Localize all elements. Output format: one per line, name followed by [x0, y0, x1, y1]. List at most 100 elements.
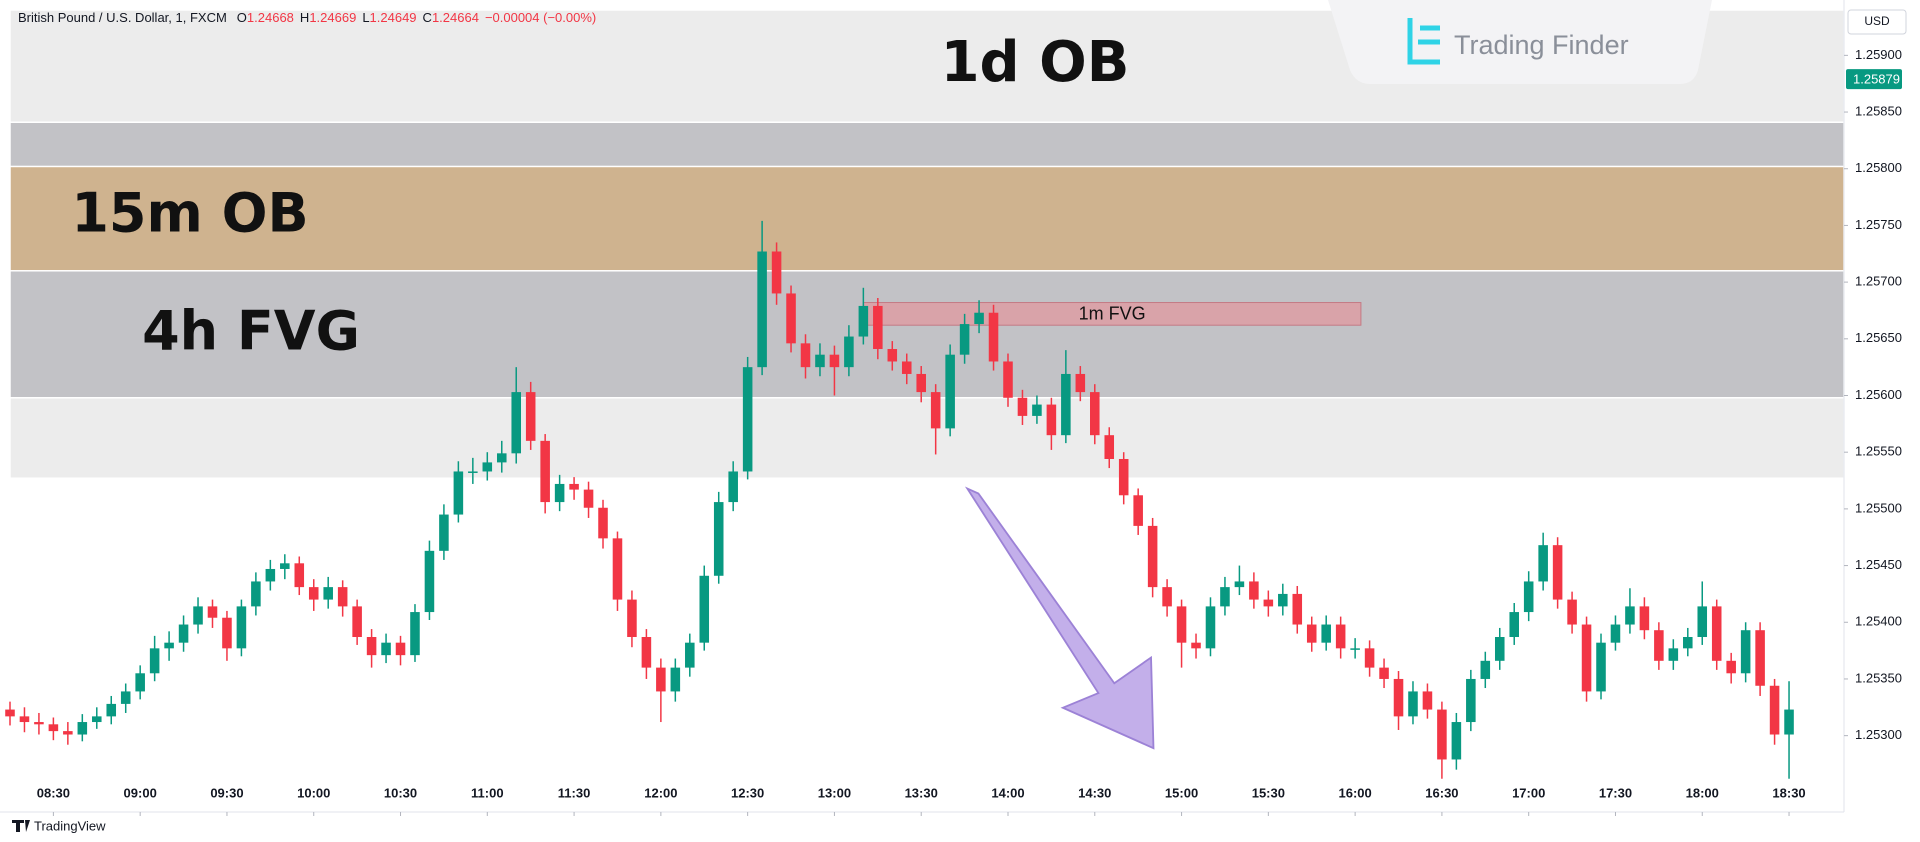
zone-label: 1m FVG — [1079, 304, 1146, 324]
candle-body — [92, 716, 102, 723]
currency: USD — [1864, 14, 1890, 28]
candle-body — [236, 606, 247, 649]
candle-body — [858, 305, 869, 337]
candle-body — [1003, 361, 1013, 398]
candle-body — [728, 471, 738, 503]
candle-body — [120, 691, 131, 704]
x-tick-label: 16:00 — [1339, 785, 1372, 800]
logo-icon — [1407, 18, 1440, 65]
candle-body — [1625, 606, 1635, 625]
candle-body — [149, 648, 160, 674]
candle-body — [800, 343, 811, 368]
y-tick-label: 1.25750 — [1855, 217, 1902, 232]
candle-body — [1104, 435, 1115, 459]
candle-body — [1610, 624, 1621, 643]
candle-body — [1437, 709, 1447, 760]
candle-body — [757, 251, 767, 368]
x-tick-label: 12:30 — [731, 785, 764, 800]
candle-body — [1596, 642, 1606, 692]
candle-body — [1755, 630, 1765, 686]
candle-body — [453, 471, 464, 515]
footer-text: TradingView — [34, 818, 106, 833]
candle-body — [19, 716, 30, 723]
candle-body — [34, 722, 44, 725]
candle-body — [873, 305, 883, 350]
candle-body — [366, 637, 377, 656]
candle-body — [410, 612, 420, 656]
candle-body — [48, 724, 59, 732]
ohlc-label: O — [237, 10, 247, 25]
y-tick-label: 1.25600 — [1855, 387, 1902, 402]
candle-body — [1061, 373, 1071, 436]
arrow — [964, 486, 1155, 750]
candle-body — [1306, 624, 1317, 643]
candle-body — [178, 624, 189, 643]
y-tick-label: 1.25450 — [1855, 557, 1902, 572]
candle-body — [1538, 545, 1548, 582]
candle-body — [974, 312, 984, 325]
ohlc-value: 1.24668 — [247, 10, 294, 25]
candle-body — [554, 483, 565, 503]
ohlc-label: L — [362, 10, 369, 25]
candle-body — [1581, 624, 1592, 692]
candle-body — [583, 489, 594, 508]
candle-body — [1668, 648, 1679, 661]
candle-body — [930, 392, 941, 429]
candle-body — [916, 373, 926, 393]
candle-body — [844, 336, 854, 368]
candle-body — [1740, 630, 1751, 674]
candle-body — [1552, 545, 1563, 600]
y-tick-label: 1.25400 — [1855, 614, 1902, 629]
candle-body — [77, 722, 88, 735]
x-tick-label: 13:00 — [818, 785, 851, 800]
candle-body — [1523, 581, 1534, 613]
candle-body — [1075, 373, 1086, 393]
candle-body — [988, 312, 999, 362]
candle-body — [685, 642, 695, 668]
candle-body — [1769, 685, 1780, 735]
candle-body — [323, 587, 333, 600]
candle-body — [1118, 458, 1129, 496]
y-tick-label: 1.25550 — [1855, 444, 1902, 459]
candle-body — [1683, 637, 1693, 649]
candle-body — [612, 538, 623, 600]
zone-label: 1d OB — [941, 30, 1130, 95]
candle-body — [496, 453, 507, 463]
candle-body — [901, 361, 912, 374]
candle-body — [280, 563, 290, 569]
y-tick-label: 1.25900 — [1855, 47, 1902, 62]
candle-body — [670, 667, 681, 692]
candle-body — [1249, 581, 1259, 600]
candle-body — [265, 568, 276, 582]
candle-body — [1292, 593, 1303, 625]
x-tick-label: 10:30 — [384, 785, 417, 800]
candle-body — [1234, 581, 1245, 588]
candle-body — [106, 703, 117, 717]
candle-body — [1205, 606, 1216, 649]
y-tick-label: 1.25500 — [1855, 500, 1902, 515]
candle-body — [569, 483, 579, 490]
ohlc-value: 1.24669 — [309, 10, 356, 25]
candle-body — [1350, 648, 1360, 650]
candle-body — [424, 550, 435, 613]
zone — [9, 165, 1845, 272]
zone-label: 15m OB — [71, 182, 308, 245]
change: −0.00004 (−0.00%) — [485, 10, 596, 25]
last-price-box — [1846, 69, 1902, 90]
logo: Trading Finder — [1328, 0, 1712, 84]
x-tick-label: 08:30 — [37, 785, 70, 800]
x-tick-label: 14:30 — [1078, 785, 1111, 800]
x-tick-label: 16:30 — [1425, 785, 1458, 800]
candle-body — [1466, 678, 1476, 723]
candle-body — [482, 462, 493, 472]
candle-body — [1654, 630, 1664, 661]
ohlc-value: 1.24649 — [370, 10, 417, 25]
candle-body — [1090, 392, 1100, 436]
y-tick-label: 1.25300 — [1855, 727, 1902, 742]
candle-body — [829, 354, 840, 368]
candle-body — [352, 606, 362, 638]
candles — [5, 220, 1794, 779]
candle-body — [1133, 495, 1143, 526]
x-tick-label: 15:30 — [1252, 785, 1285, 800]
